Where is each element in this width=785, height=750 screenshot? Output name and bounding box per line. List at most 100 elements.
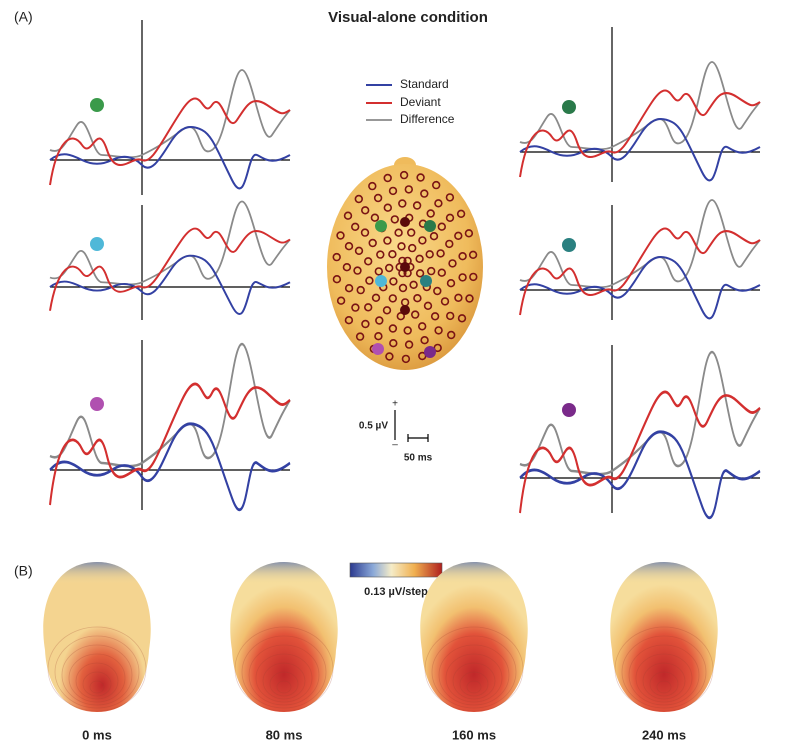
electrode bbox=[432, 180, 441, 190]
electrode bbox=[376, 250, 385, 259]
head-shade bbox=[610, 562, 718, 650]
electrode bbox=[373, 193, 383, 203]
electrode bbox=[426, 209, 435, 218]
electrode-dot bbox=[562, 100, 576, 114]
electrode bbox=[400, 262, 410, 272]
electrode-highlight bbox=[424, 220, 436, 232]
contour bbox=[248, 644, 320, 706]
electrode-highlight bbox=[372, 343, 384, 355]
electrode bbox=[364, 303, 373, 312]
electrode bbox=[404, 185, 413, 194]
electrode bbox=[364, 257, 373, 266]
contour bbox=[234, 626, 334, 712]
contour bbox=[241, 635, 327, 709]
electrode bbox=[336, 231, 345, 240]
electrode bbox=[411, 310, 420, 319]
electrode bbox=[383, 236, 392, 245]
electrode bbox=[360, 228, 370, 237]
electrode bbox=[383, 173, 392, 183]
contour bbox=[438, 644, 510, 706]
electrode bbox=[385, 263, 394, 273]
topomap: 160 ms bbox=[420, 562, 528, 742]
electrode-dot bbox=[562, 403, 576, 417]
waveform-panel bbox=[519, 27, 761, 182]
waveform-panel bbox=[519, 199, 761, 320]
contour bbox=[431, 635, 517, 709]
electrode bbox=[464, 229, 474, 238]
scale-bar: + – 0.5 µV 50 ms bbox=[359, 399, 433, 464]
panel-label: (A) bbox=[14, 9, 33, 25]
electrode bbox=[425, 250, 434, 259]
electrode bbox=[353, 266, 362, 275]
electrode bbox=[385, 352, 394, 361]
electrode-dot bbox=[562, 238, 576, 252]
contour bbox=[255, 653, 313, 703]
electrode bbox=[374, 267, 383, 276]
electrode bbox=[413, 294, 422, 303]
contour bbox=[424, 626, 524, 712]
contour bbox=[89, 680, 105, 694]
contour bbox=[75, 662, 119, 700]
electrode-highlight bbox=[424, 346, 436, 358]
map-label: 160 ms bbox=[452, 727, 496, 742]
electrode bbox=[458, 273, 467, 282]
electrode bbox=[375, 316, 384, 325]
electrode bbox=[344, 316, 354, 325]
electrode bbox=[446, 279, 456, 288]
electrode bbox=[397, 242, 406, 251]
electrode bbox=[454, 293, 463, 302]
head-montage bbox=[327, 157, 483, 370]
electrode bbox=[336, 296, 346, 305]
electrode bbox=[388, 294, 397, 303]
electrode bbox=[371, 293, 381, 302]
contour bbox=[656, 680, 672, 694]
electrode bbox=[447, 330, 456, 340]
topomap: 240 ms bbox=[610, 562, 718, 742]
electrode bbox=[374, 332, 383, 341]
electrode bbox=[344, 284, 354, 293]
electrode bbox=[400, 305, 410, 315]
electrode bbox=[390, 215, 399, 224]
electrode bbox=[420, 189, 429, 198]
electrode bbox=[409, 280, 418, 289]
electrode bbox=[445, 239, 454, 249]
contour bbox=[61, 644, 133, 706]
colorbar-label: 0.13 µV/step bbox=[364, 586, 428, 598]
contour bbox=[628, 644, 700, 706]
electrode bbox=[344, 242, 354, 251]
electrode-dot bbox=[90, 397, 104, 411]
electrode bbox=[389, 339, 398, 348]
electrode bbox=[343, 211, 353, 220]
contour bbox=[466, 680, 482, 694]
electrode bbox=[436, 249, 445, 258]
electrode bbox=[456, 209, 466, 219]
map-label: 240 ms bbox=[642, 727, 686, 742]
electrode bbox=[356, 285, 365, 295]
electrode bbox=[370, 213, 380, 222]
legend-label: Deviant bbox=[400, 95, 441, 109]
head-shade bbox=[230, 562, 338, 650]
electrode bbox=[434, 199, 443, 208]
map-label: 0 ms bbox=[82, 727, 112, 742]
title: Visual-alone condition bbox=[328, 9, 488, 26]
electrode bbox=[361, 206, 370, 215]
topomap: 0 ms bbox=[43, 562, 151, 742]
electrode-highlight bbox=[375, 275, 387, 287]
electrode bbox=[430, 312, 440, 321]
electrode bbox=[457, 314, 467, 323]
electrode bbox=[351, 222, 360, 232]
colorbar bbox=[349, 562, 443, 578]
electrode bbox=[437, 222, 446, 231]
contour bbox=[269, 671, 299, 697]
electrode bbox=[415, 269, 425, 278]
electrode bbox=[332, 275, 342, 284]
electrode bbox=[394, 228, 403, 237]
electrode bbox=[429, 232, 439, 241]
contour bbox=[276, 680, 292, 694]
electrode bbox=[469, 272, 478, 282]
electrode bbox=[465, 294, 474, 303]
electrode bbox=[404, 340, 414, 349]
head-shade bbox=[420, 562, 528, 650]
electrode bbox=[454, 231, 463, 241]
